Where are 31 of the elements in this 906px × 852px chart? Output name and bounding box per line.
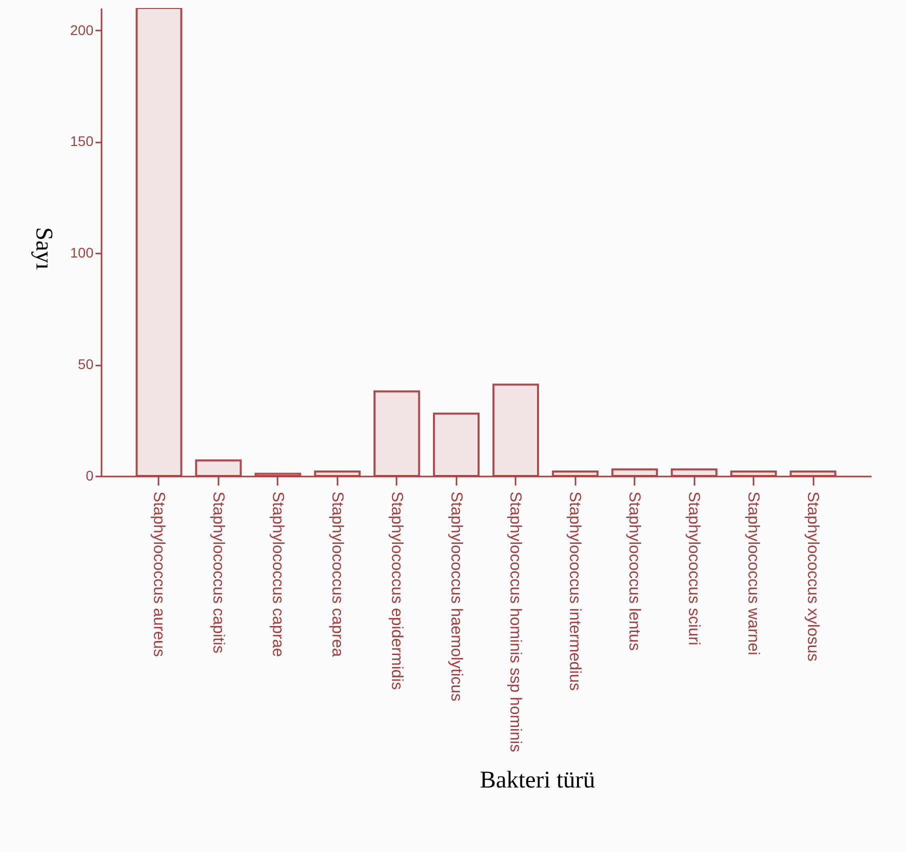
y-tick-label: 100	[70, 244, 94, 261]
x-tick-label: Staphylococcus aureus	[150, 492, 167, 657]
bar	[136, 8, 182, 476]
y-tick-label: 0	[86, 468, 94, 484]
bar	[552, 470, 598, 476]
y-tick-label: 150	[70, 133, 94, 150]
x-tick-label: Staphylococcus haemolyticus	[447, 492, 464, 702]
x-tick-label: Staphylococcus intermedius	[566, 492, 584, 691]
x-tick-label: Staphylococcus epidermidis	[388, 492, 405, 690]
y-tick-label: 50	[78, 356, 94, 372]
bar	[314, 470, 361, 476]
bar	[730, 470, 777, 476]
x-tick-label: Staphylococcus caprae	[268, 492, 286, 658]
bar	[374, 390, 420, 476]
x-tick-label: Staphylococcus hominis ssp hominis	[506, 492, 524, 752]
x-tick-label: Staphylococcus warnei	[744, 492, 762, 656]
bar	[195, 459, 242, 476]
x-tick-label: Staphylococcus xylosus	[804, 492, 822, 662]
x-tick-label: Staphylococcus sciuri	[685, 492, 702, 646]
bar	[254, 472, 302, 476]
x-tick-label: Staphylococcus lentus	[626, 492, 643, 651]
x-tick-label: Staphylococcus caprea	[328, 492, 346, 658]
x-axis-title: Bakteri türü	[480, 768, 596, 794]
y-tick-label: 200	[70, 22, 94, 38]
bar	[670, 468, 718, 476]
bar	[611, 468, 658, 476]
bar	[432, 412, 480, 476]
x-tick-label: Staphylococcus capitis	[209, 492, 226, 654]
y-axis-title: Sayı	[30, 227, 56, 270]
bar	[492, 384, 540, 476]
bar	[790, 470, 836, 476]
